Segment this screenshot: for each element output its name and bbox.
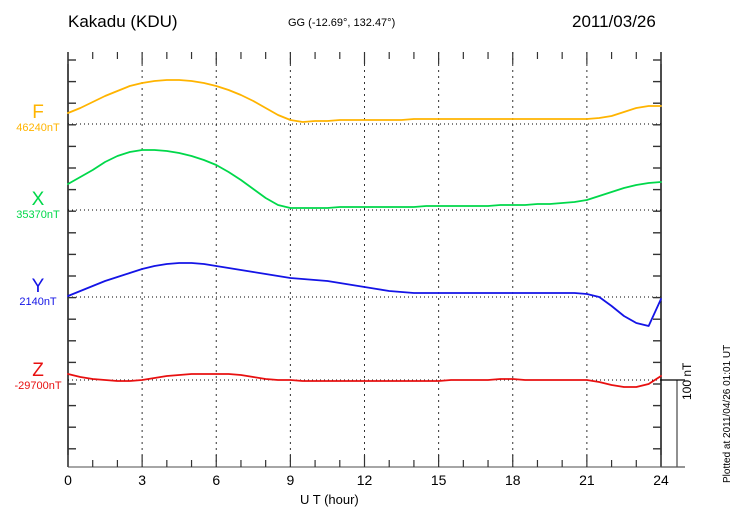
x-tick-6: 6 (212, 472, 221, 488)
scale-bar (661, 379, 685, 468)
component-baseline-y: 2140nT (19, 295, 57, 308)
component-label-f: F 46240nT (10, 103, 66, 134)
axis-ticks (67, 52, 662, 467)
trace-x (67, 149, 662, 209)
geographic-coordinates: GG (-12.69°, 132.47°) (288, 17, 396, 29)
component-letter-z: Z (32, 360, 44, 381)
component-letter-f: F (32, 102, 44, 123)
page-title: Kakadu (KDU) (68, 12, 178, 31)
x-tick-0: 0 (64, 472, 72, 488)
x-tick-15: 15 (430, 472, 447, 488)
component-label-y: Y 2140nT (10, 277, 66, 308)
x-tick-9: 9 (286, 472, 295, 488)
x-axis-title: U T (hour) (300, 492, 359, 507)
component-baselines (68, 123, 661, 381)
x-tick-18: 18 (504, 472, 521, 488)
trace-y (67, 262, 662, 327)
component-baseline-f: 46240nT (16, 121, 60, 134)
component-label-z: Z -29700nT (10, 361, 66, 392)
trace-f (67, 79, 662, 123)
component-baseline-z: -29700nT (14, 379, 62, 392)
gridlines (141, 52, 588, 467)
component-baseline-x: 35370nT (16, 208, 60, 221)
plotted-timestamp: Plotted at 2011/04/26 01:01 UT (722, 344, 730, 483)
plot-frame (67, 52, 662, 468)
x-tick-24: 24 (653, 472, 669, 488)
x-tick-21: 21 (579, 472, 595, 488)
series-traces (67, 79, 662, 388)
component-letter-y: Y (31, 276, 45, 297)
scale-bar-label: 100 nT (680, 362, 694, 400)
component-letter-x: X (31, 189, 45, 210)
x-tick-3: 3 (138, 472, 147, 488)
x-tick-12: 12 (356, 472, 373, 488)
component-label-x: X 35370nT (10, 190, 66, 221)
trace-z (67, 373, 662, 388)
observation-date: 2011/03/26 (572, 12, 656, 31)
